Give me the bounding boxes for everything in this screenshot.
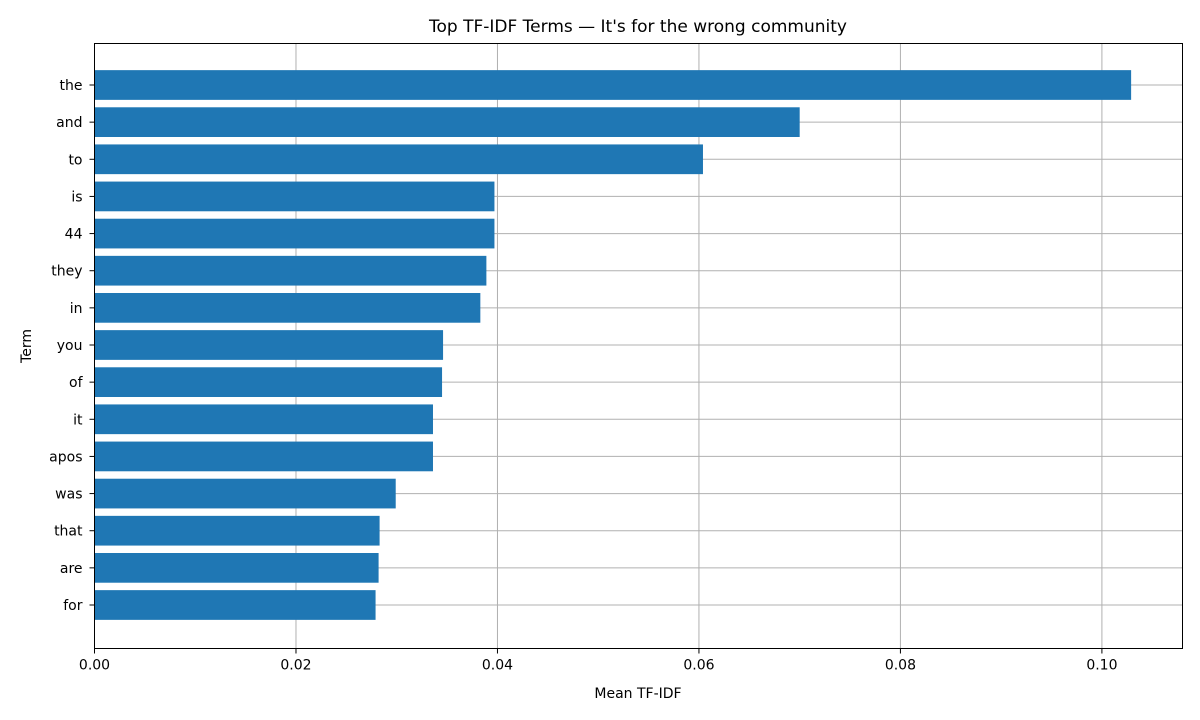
y-tick-label: of	[69, 375, 84, 391]
bar-apos	[94, 441, 433, 472]
bar-that	[94, 515, 380, 546]
x-tick-label: 0.06	[683, 658, 714, 674]
bar-is	[94, 181, 495, 212]
bar-in	[94, 293, 481, 323]
bar-it	[94, 404, 433, 435]
y-tick-label: are	[60, 561, 83, 577]
y-tick-label: in	[70, 301, 83, 317]
y-tick-label: to	[68, 152, 82, 168]
bar-the	[94, 70, 1132, 100]
y-tick-label: was	[55, 487, 82, 503]
x-axis-ticks: 0.00 0.02 0.04 0.06 0.08 0.10	[79, 648, 1117, 674]
y-tick-label: is	[71, 189, 82, 205]
y-tick-label: it	[73, 412, 83, 428]
chart-title: Top TF-IDF Terms — It's for the wrong co…	[428, 17, 847, 37]
bars	[94, 70, 1132, 620]
y-tick-label: and	[56, 115, 82, 131]
bar-to	[94, 144, 703, 175]
y-axis-label: Term	[19, 329, 35, 364]
bar-you	[94, 330, 444, 360]
y-tick-label: apos	[49, 449, 82, 465]
plot-frame	[94, 43, 1183, 649]
y-tick-label: the	[60, 78, 83, 94]
y-tick-label: that	[54, 524, 83, 540]
x-tick-label: 0.02	[280, 658, 311, 674]
y-tick-label: 44	[65, 227, 83, 243]
bar-they	[94, 255, 487, 286]
x-tick-label: 0.00	[79, 658, 110, 674]
x-tick-label: 0.10	[1086, 658, 1117, 674]
x-axis-label: Mean TF-IDF	[594, 686, 681, 702]
y-axis-ticks: the and to is 44 they in you of it apos was that are f…	[49, 78, 95, 614]
bar-and	[94, 107, 800, 137]
bar-for	[94, 590, 376, 620]
y-tick-label: you	[57, 338, 83, 354]
y-tick-label: they	[51, 264, 82, 280]
bar-44	[94, 218, 495, 249]
bar-of	[94, 367, 443, 397]
x-tick-label: 0.04	[482, 658, 513, 674]
x-tick-label: 0.08	[885, 658, 916, 674]
bar-are	[94, 553, 379, 583]
y-tick-label: for	[63, 598, 82, 614]
bar-was	[94, 478, 396, 509]
